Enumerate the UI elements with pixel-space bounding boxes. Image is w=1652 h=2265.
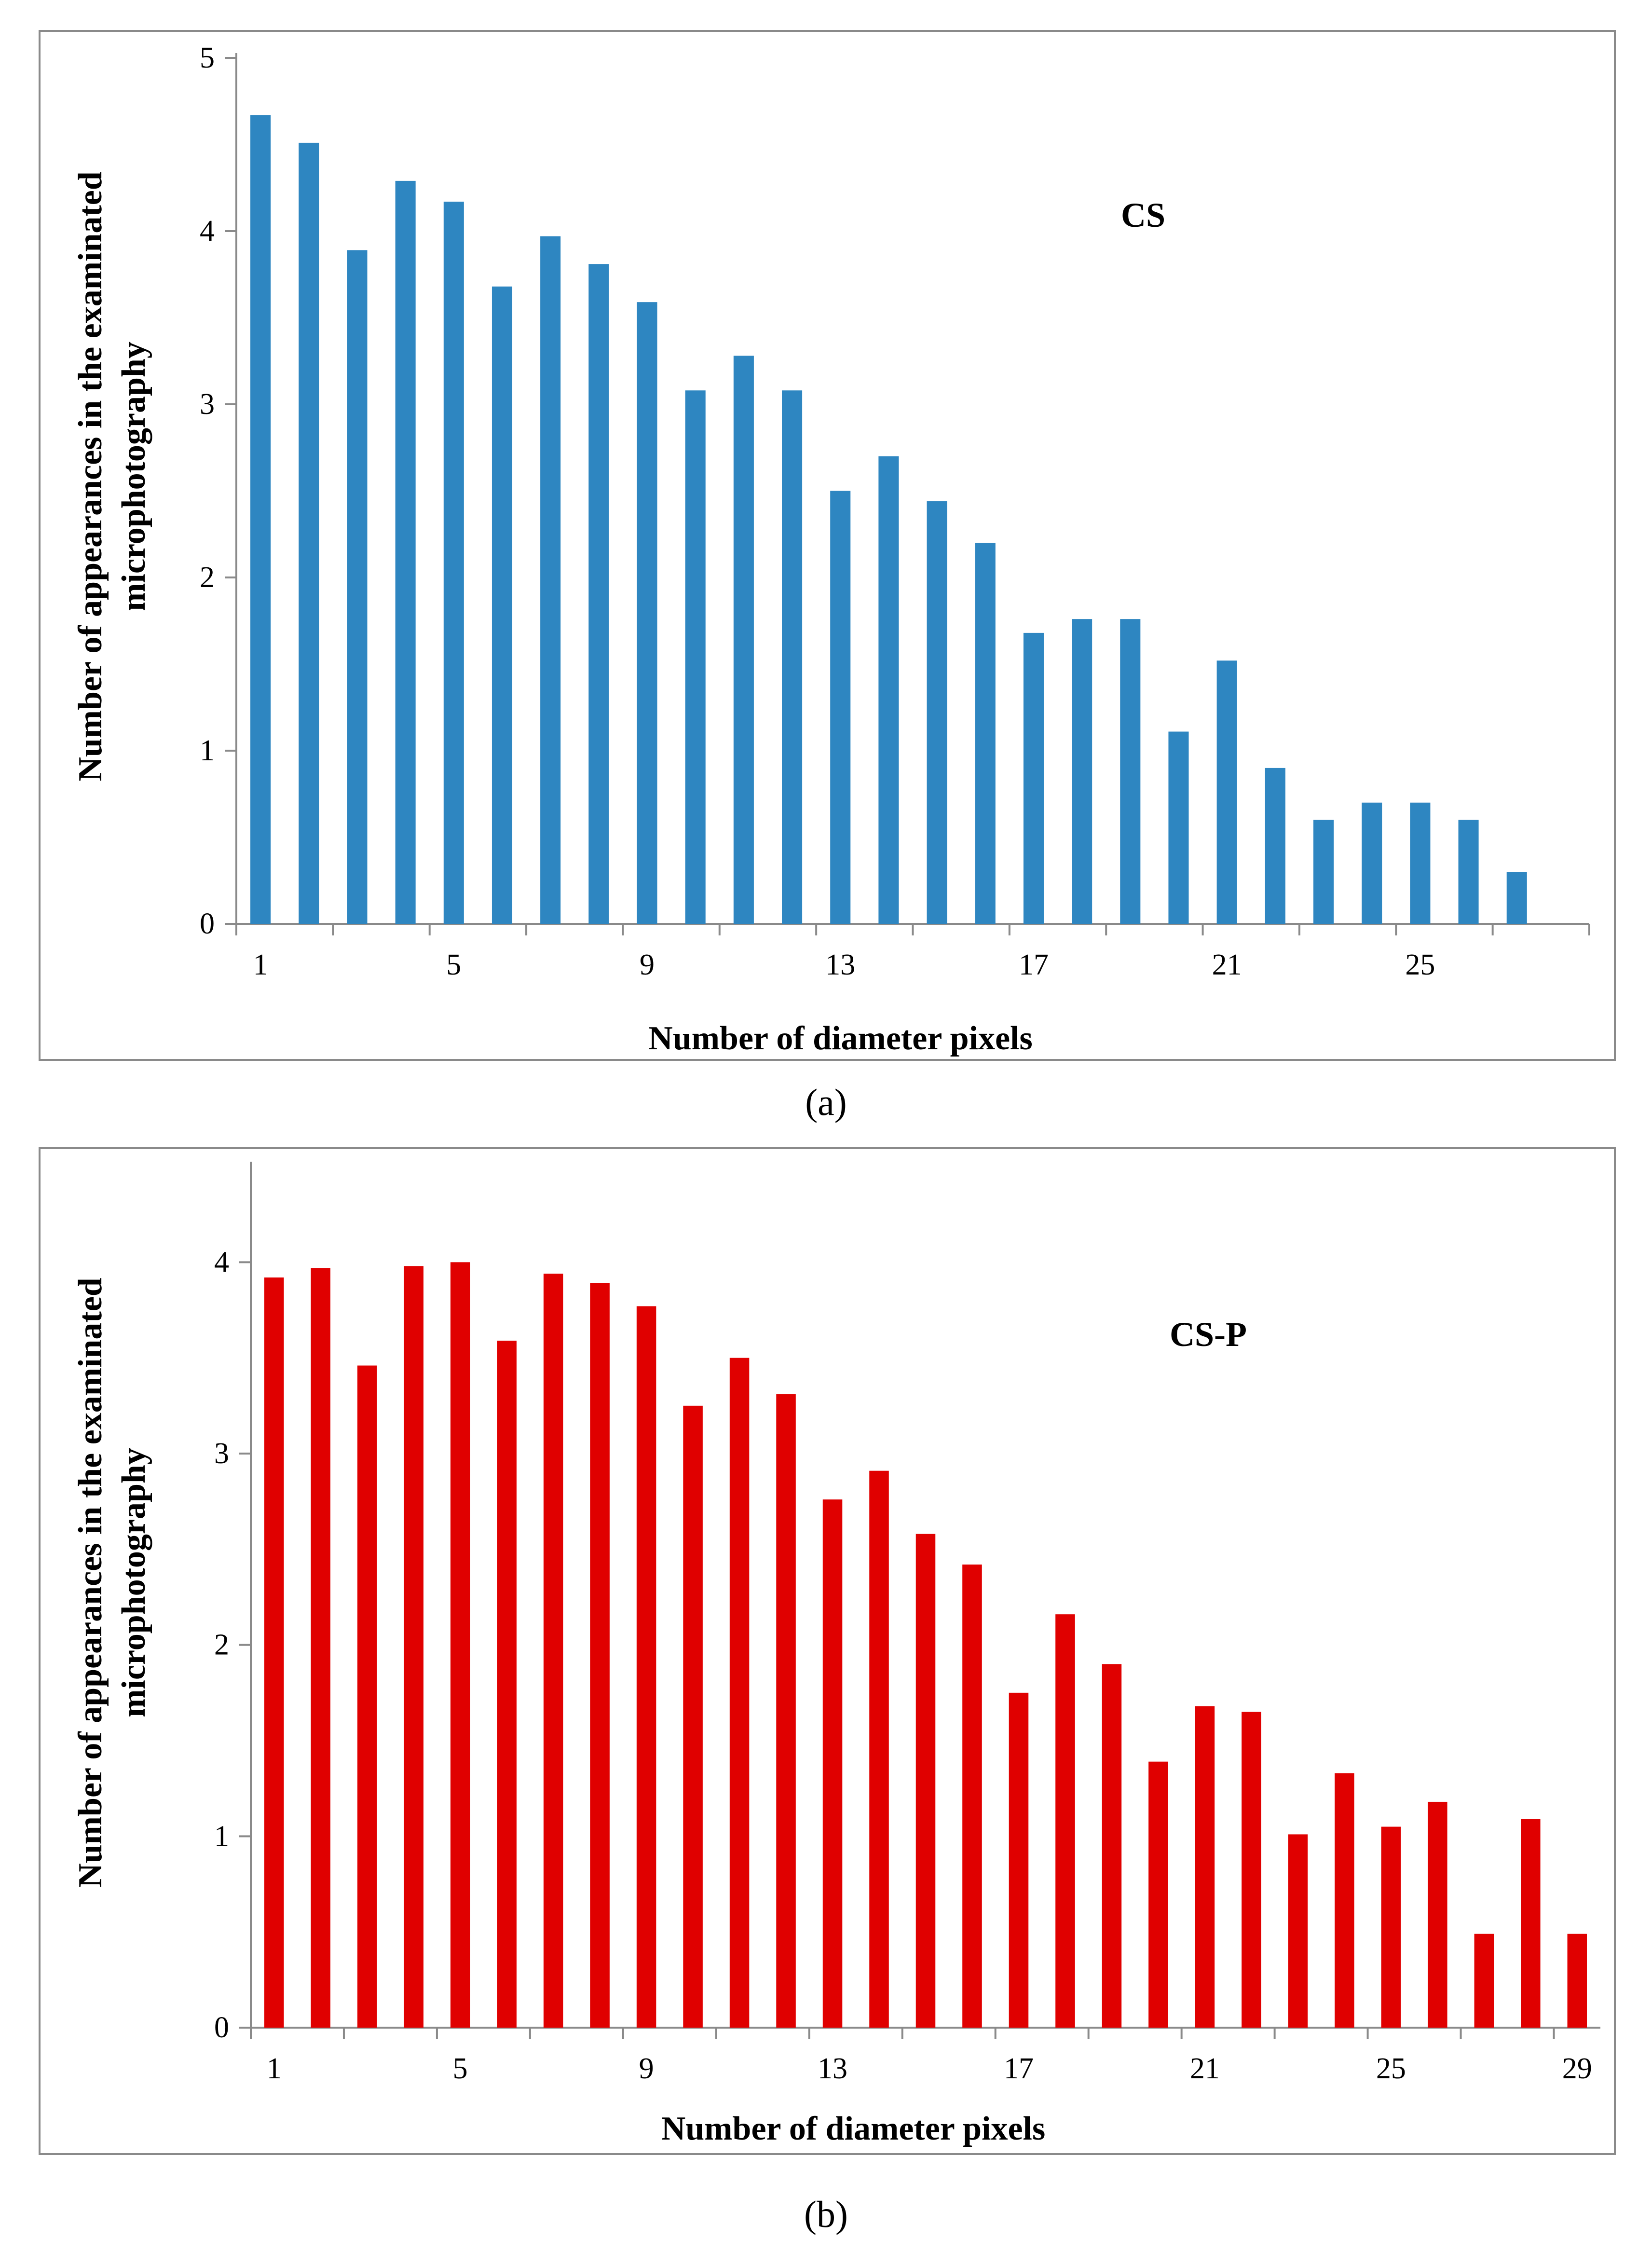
bar-14 xyxy=(878,456,899,924)
bar-28 xyxy=(1521,1819,1541,2028)
bar-26 xyxy=(1428,1801,1447,2028)
bar-1 xyxy=(250,115,271,924)
y-tick-label: 3 xyxy=(200,388,215,421)
bar-22 xyxy=(1265,768,1285,924)
bar-3 xyxy=(357,1365,377,2028)
x-tick-label: 9 xyxy=(640,948,655,981)
bar-11 xyxy=(729,1358,750,2028)
bar-12 xyxy=(776,1394,796,2028)
bar-4 xyxy=(404,1266,423,2028)
bar-19 xyxy=(1120,619,1141,924)
y-tick-label: 0 xyxy=(200,907,215,940)
bar-29 xyxy=(1567,1934,1587,2028)
x-tick-label: 17 xyxy=(1019,948,1049,981)
bar-23 xyxy=(1288,1834,1308,2028)
x-tick-label: 5 xyxy=(446,948,461,981)
bar-7 xyxy=(540,236,561,924)
bar-9 xyxy=(636,1306,656,2028)
x-tick-label: 9 xyxy=(639,2052,654,2085)
x-tick-label: 25 xyxy=(1376,2052,1406,2085)
chart-panel-b: 0 1 2 3 4 1 5 9 13 17 21 25 29 Number of diameter pix… xyxy=(0,1139,1652,2156)
bar-6 xyxy=(492,286,513,924)
chart-panel-a: 0 1 2 3 4 5 1 5 9 13 17 21 25 Number of diameter pixe… xyxy=(0,0,1652,1066)
x-axis-label: Number of diameter pixels xyxy=(648,1020,1033,1057)
bar-18 xyxy=(1055,1614,1075,2028)
bar-10 xyxy=(685,390,706,924)
bar-19 xyxy=(1102,1664,1122,2028)
bar-8 xyxy=(590,1283,610,2028)
bar-22 xyxy=(1242,1712,1261,2028)
bar-21 xyxy=(1216,660,1237,924)
caption-b: (b) xyxy=(804,2193,848,2235)
series-label: CS xyxy=(1121,196,1165,234)
y-axis-label-line2: microphotography xyxy=(115,342,152,611)
bar-3 xyxy=(347,250,368,924)
bar-6 xyxy=(497,1340,517,2028)
bar-11 xyxy=(733,356,754,924)
bar-13 xyxy=(830,491,851,924)
y-axis-label-line1: Number of appearances in the examinated xyxy=(72,1277,109,1888)
bar-24 xyxy=(1335,1773,1354,2028)
bar-25 xyxy=(1410,802,1431,924)
x-tick-label: 1 xyxy=(267,2052,282,2085)
bar-16 xyxy=(962,1565,982,2028)
x-tick-label: 13 xyxy=(825,948,855,981)
y-tick-label: 4 xyxy=(200,215,215,247)
series-label: CS-P xyxy=(1170,1315,1247,1354)
bar-8 xyxy=(588,264,609,924)
bar-5 xyxy=(443,201,464,924)
bar-2 xyxy=(299,142,319,924)
y-tick-label: 2 xyxy=(200,561,215,594)
y-tick-label: 1 xyxy=(214,1820,229,1853)
bar-chart-cs-p: 0 1 2 3 4 1 5 9 13 17 21 25 29 Number of diameter pix… xyxy=(39,1147,1616,2155)
bar-27 xyxy=(1474,1934,1494,2028)
bar-25 xyxy=(1381,1826,1401,2028)
bar-27 xyxy=(1506,872,1527,924)
y-axis-label-line2: microphotography xyxy=(115,1448,152,1717)
bar-14 xyxy=(869,1470,889,2028)
bar-17 xyxy=(1023,632,1044,924)
x-tick-label: 21 xyxy=(1212,948,1242,981)
bar-24 xyxy=(1362,802,1382,924)
bar-17 xyxy=(1009,1692,1029,2028)
y-tick-label: 2 xyxy=(214,1629,229,1661)
caption-a: (a) xyxy=(805,1081,847,1123)
bar-26 xyxy=(1458,820,1479,924)
bar-15 xyxy=(915,1534,936,2028)
x-tick-label: 17 xyxy=(1004,2052,1034,2085)
bar-20 xyxy=(1148,1761,1168,2028)
y-tick-label: 4 xyxy=(214,1246,229,1278)
x-tick-label: 29 xyxy=(1562,2052,1592,2085)
bar-2 xyxy=(311,1268,330,2028)
bar-4 xyxy=(395,180,416,924)
bar-20 xyxy=(1168,731,1189,924)
bar-18 xyxy=(1072,619,1092,924)
x-tick-label: 5 xyxy=(453,2052,468,2085)
bar-5 xyxy=(450,1262,470,2028)
bar-1 xyxy=(264,1277,284,2028)
y-tick-label: 3 xyxy=(214,1437,229,1470)
x-tick-label: 1 xyxy=(253,948,268,981)
x-tick-label: 25 xyxy=(1405,948,1435,981)
bar-23 xyxy=(1313,820,1334,924)
bar-10 xyxy=(683,1405,703,2028)
x-axis-label: Number of diameter pixels xyxy=(661,2110,1046,2147)
bar-9 xyxy=(637,302,657,924)
y-tick-label: 0 xyxy=(214,2011,229,2044)
y-axis-label-line1: Number of appearances in the examinated xyxy=(72,171,109,782)
y-tick-label: 1 xyxy=(200,734,215,767)
bar-16 xyxy=(975,543,996,924)
x-tick-label: 21 xyxy=(1190,2052,1220,2085)
x-tick-label: 13 xyxy=(818,2052,847,2085)
bar-21 xyxy=(1195,1706,1215,2028)
bar-12 xyxy=(782,390,803,924)
bar-chart-cs: 0 1 2 3 4 5 1 5 9 13 17 21 25 Number of diameter pixe… xyxy=(39,30,1616,1061)
bar-7 xyxy=(543,1274,563,2028)
bar-15 xyxy=(927,501,947,924)
y-tick-label: 5 xyxy=(200,41,215,74)
bar-13 xyxy=(822,1499,843,2028)
